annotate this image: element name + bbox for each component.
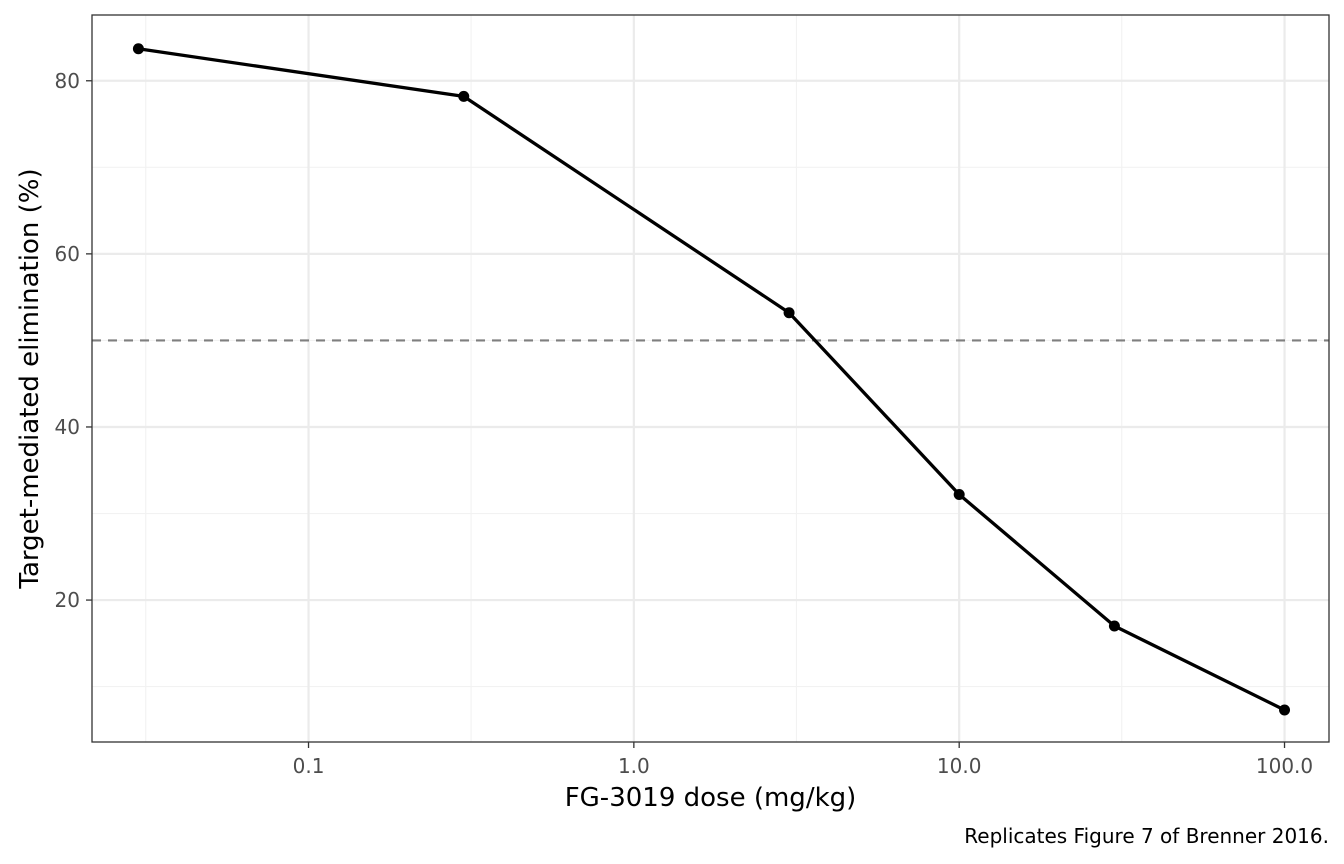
x-tick-label: 100.0 — [1256, 754, 1313, 778]
chart-caption: Replicates Figure 7 of Brenner 2016. — [964, 824, 1329, 848]
data-point — [458, 90, 470, 102]
data-point — [783, 307, 795, 319]
x-axis-title: FG-3019 dose (mg/kg) — [565, 783, 857, 813]
major-gridlines — [92, 15, 1329, 742]
y-tick-label: 20 — [55, 588, 80, 612]
x-tick-label: 1.0 — [618, 754, 650, 778]
data-point — [953, 488, 965, 500]
x-tick-label: 10.0 — [937, 754, 982, 778]
y-axis-title: Target-mediated elimination (%) — [15, 168, 45, 589]
minor-gridlines — [92, 15, 1329, 742]
data-point — [132, 43, 144, 55]
y-tick-label: 80 — [55, 69, 80, 93]
data-point — [1279, 704, 1291, 716]
y-tick-label: 60 — [55, 242, 80, 266]
axis-ticks: 0.1 1.0 10.0 100.0 20 40 60 80 — [55, 69, 1314, 778]
data-point — [1108, 620, 1120, 632]
series-line — [138, 47, 1286, 712]
data-series — [132, 43, 1291, 716]
plot-background — [92, 15, 1329, 742]
x-tick-label: 0.1 — [293, 754, 325, 778]
panel-border — [91, 14, 1330, 743]
y-tick-label: 40 — [55, 415, 80, 439]
